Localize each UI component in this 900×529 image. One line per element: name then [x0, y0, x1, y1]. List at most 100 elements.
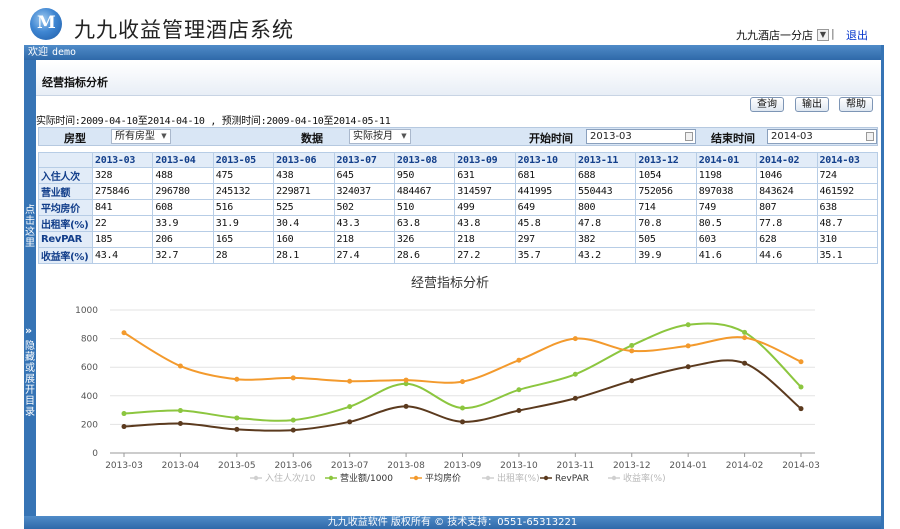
data-point — [290, 417, 296, 423]
table-cell: 688 — [574, 167, 637, 185]
data-point — [516, 408, 522, 414]
legend-label: 入住人次/10 — [265, 472, 316, 484]
start-time-value: 2013-03 — [590, 131, 632, 142]
table-cell: 841 — [91, 199, 154, 217]
month-header: 2014-03 — [816, 151, 878, 169]
table-cell: 185 — [91, 231, 154, 248]
username: demo — [52, 47, 77, 58]
month-header: 2014-01 — [695, 151, 758, 169]
metrics-table: 2013-03 2013-04 2013-05 2013-06 2013-07 2013-… — [38, 151, 878, 264]
table-cell: 897038 — [695, 183, 758, 201]
time-range-info: 实际时间:2009-04-10至2014-04-10 , 预测时间:2009-0… — [36, 116, 391, 127]
table-cell: 63.8 — [393, 215, 456, 233]
table-cell: 681 — [514, 167, 577, 185]
filter-bar: 房型 所有房型 ▼ 数据 实际按月 ▼ 开始时间 2013-03 结束时间 20… — [38, 127, 878, 146]
app-logo: M — [30, 8, 62, 40]
table-cell: 724 — [816, 167, 878, 185]
table-cell: 27.2 — [454, 246, 516, 264]
app-header: M 九九收益管理酒店系统 九九酒店一分店 ▼ | 退出 — [0, 0, 900, 45]
export-button[interactable]: 输出 — [795, 97, 829, 112]
room-type-select[interactable]: 所有房型 ▼ — [111, 129, 171, 144]
x-tick-label: 2013-04 — [162, 461, 200, 471]
table-cell: 43.3 — [333, 215, 395, 233]
corner-cell — [38, 151, 93, 169]
table-cell: 461592 — [816, 183, 878, 201]
data-point — [121, 411, 127, 417]
table-cell: 297 — [514, 231, 577, 248]
data-point — [121, 424, 127, 430]
data-point — [460, 379, 465, 385]
table-cell: 27.4 — [333, 246, 395, 264]
row-label: 平均房价 — [38, 199, 93, 217]
calendar-icon[interactable] — [685, 132, 693, 141]
table-cell: 160 — [273, 231, 335, 248]
start-time-input[interactable]: 2013-03 — [586, 129, 696, 144]
x-tick-label: 2013-08 — [387, 461, 425, 471]
data-point — [460, 405, 465, 411]
legend-marker — [611, 475, 617, 481]
table-cell: 80.5 — [695, 215, 758, 233]
table-cell: 950 — [393, 167, 456, 185]
table-cell: 275846 — [91, 183, 154, 201]
end-time-input[interactable]: 2014-03 — [767, 129, 877, 144]
y-tick-label: 1000 — [75, 306, 98, 316]
help-button[interactable]: 帮助 — [839, 97, 873, 112]
logout-link[interactable]: 退出 — [846, 29, 868, 42]
page-title: 经营指标分析 — [42, 76, 108, 89]
table-cell: 31.9 — [212, 215, 275, 233]
table-cell: 165 — [212, 231, 275, 248]
data-select[interactable]: 实际按月 ▼ — [349, 129, 411, 144]
x-tick-label: 2014-01 — [669, 461, 707, 471]
data-point — [177, 421, 183, 427]
table-cell: 631 — [454, 167, 516, 185]
table-cell: 484467 — [393, 183, 456, 201]
table-cell: 326 — [393, 231, 456, 248]
welcome-label: 欢迎 — [28, 47, 48, 58]
data-point — [234, 426, 240, 432]
table-cell: 310 — [816, 231, 878, 248]
data-point — [234, 415, 240, 421]
data-point — [177, 408, 183, 414]
legend-label: RevPAR — [555, 474, 589, 484]
month-header: 2013-08 — [393, 151, 456, 169]
table-row: 平均房价 841 608 516 525 502 510 499 649 800 714 749 807… — [38, 199, 878, 217]
table-cell: 603 — [695, 231, 758, 248]
calendar-icon[interactable] — [866, 132, 874, 141]
table-row: 出租率(%) 22 33.9 31.9 30.4 43.3 63.8 43.8 45.8 47.8… — [38, 215, 878, 233]
data-point — [234, 376, 240, 382]
hotel-select[interactable]: 九九酒店一分店 ▼ — [736, 27, 829, 43]
legend-marker — [413, 475, 419, 481]
chevron-down-icon[interactable]: ▼ — [817, 29, 829, 41]
data-point — [572, 336, 578, 342]
double-chevron-right-icon[interactable]: » — [25, 324, 33, 337]
table-cell: 516 — [212, 199, 275, 217]
table-row: 营业额 275846 296780 245132 229871 324037 484467 3… — [38, 183, 878, 201]
row-label: 收益率(%) — [38, 246, 93, 264]
chevron-down-icon[interactable]: ▼ — [161, 132, 167, 140]
table-cell: 44.6 — [756, 246, 818, 264]
data-point — [629, 342, 635, 348]
sidebar-toggle-label[interactable]: 点击这里 — [25, 205, 35, 249]
x-tick-label: 2013-05 — [218, 461, 256, 471]
data-point — [685, 322, 691, 328]
data-point — [629, 378, 635, 384]
table-cell: 45.8 — [514, 215, 577, 233]
end-time-label: 结束时间 — [711, 132, 755, 145]
data-point — [742, 329, 748, 335]
table-cell: 43.4 — [91, 246, 154, 264]
app-title: 九九收益管理酒店系统 — [74, 18, 294, 42]
month-header: 2013-06 — [273, 151, 335, 169]
data-value: 实际按月 — [353, 131, 393, 142]
sidebar-toggle[interactable]: 点击这里 » 隐藏或展开目录 — [24, 60, 36, 516]
room-type-label: 房型 — [64, 132, 86, 145]
data-point — [572, 395, 578, 401]
table-cell: 218 — [454, 231, 516, 248]
legend-label: 出租率(%) — [497, 472, 540, 484]
logo-letter: M — [37, 13, 56, 33]
table-cell: 47.8 — [574, 215, 637, 233]
month-header: 2013-04 — [152, 151, 214, 169]
query-button[interactable]: 查询 — [750, 97, 784, 112]
sidebar-toggle-hint[interactable]: 隐藏或展开目录 — [25, 341, 35, 418]
table-cell: 28 — [212, 246, 275, 264]
chevron-down-icon[interactable]: ▼ — [401, 132, 407, 140]
